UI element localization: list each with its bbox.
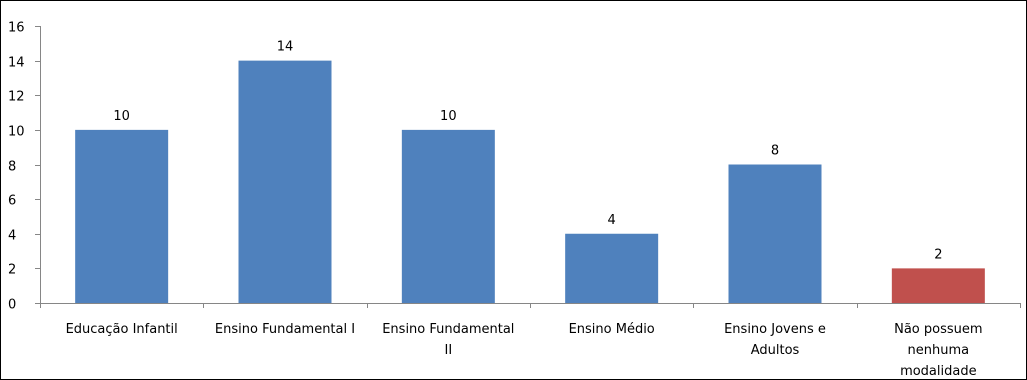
data-label: 8 bbox=[771, 144, 779, 159]
data-label: 2 bbox=[934, 247, 942, 262]
y-axis: 0 2 4 6 8 10 12 14 16 bbox=[8, 21, 41, 313]
y-tick-label: 10 bbox=[8, 125, 25, 140]
data-label: 10 bbox=[440, 109, 457, 124]
category-label: Adultos bbox=[751, 343, 800, 358]
y-tick-label: 6 bbox=[8, 194, 16, 209]
y-tick-label: 4 bbox=[8, 229, 16, 244]
bar bbox=[401, 129, 495, 303]
bar bbox=[891, 268, 985, 303]
bar bbox=[728, 164, 822, 303]
category-label: nenhuma bbox=[908, 343, 970, 358]
y-tick-label: 0 bbox=[8, 298, 16, 313]
category-label: Ensino Fundamental bbox=[382, 322, 514, 337]
x-axis bbox=[40, 303, 1021, 308]
bar bbox=[75, 129, 169, 303]
data-label: 4 bbox=[608, 213, 616, 228]
category-label: Educação Infantil bbox=[66, 322, 178, 337]
y-tick-label: 2 bbox=[8, 263, 16, 278]
category-label: Ensino Médio bbox=[569, 322, 655, 337]
category-label: Não possuem bbox=[894, 322, 982, 337]
data-labels: 10 14 10 4 8 2 bbox=[113, 40, 942, 263]
category-label: modalidade bbox=[900, 364, 977, 379]
data-label: 14 bbox=[277, 40, 294, 55]
y-tick-label: 12 bbox=[8, 90, 25, 105]
category-labels: Educação Infantil Ensino Fundamental I Ens… bbox=[66, 322, 983, 379]
bars bbox=[75, 60, 985, 303]
data-label: 10 bbox=[113, 109, 130, 124]
category-label: Ensino Jovens e bbox=[724, 322, 826, 337]
category-label: Ensino Fundamental I bbox=[215, 322, 355, 337]
y-tick-label: 14 bbox=[8, 56, 25, 71]
bar bbox=[238, 60, 332, 303]
bar bbox=[565, 233, 659, 303]
y-tick-label: 8 bbox=[8, 160, 16, 175]
category-label: II bbox=[444, 343, 452, 358]
y-tick-label: 16 bbox=[8, 21, 25, 36]
